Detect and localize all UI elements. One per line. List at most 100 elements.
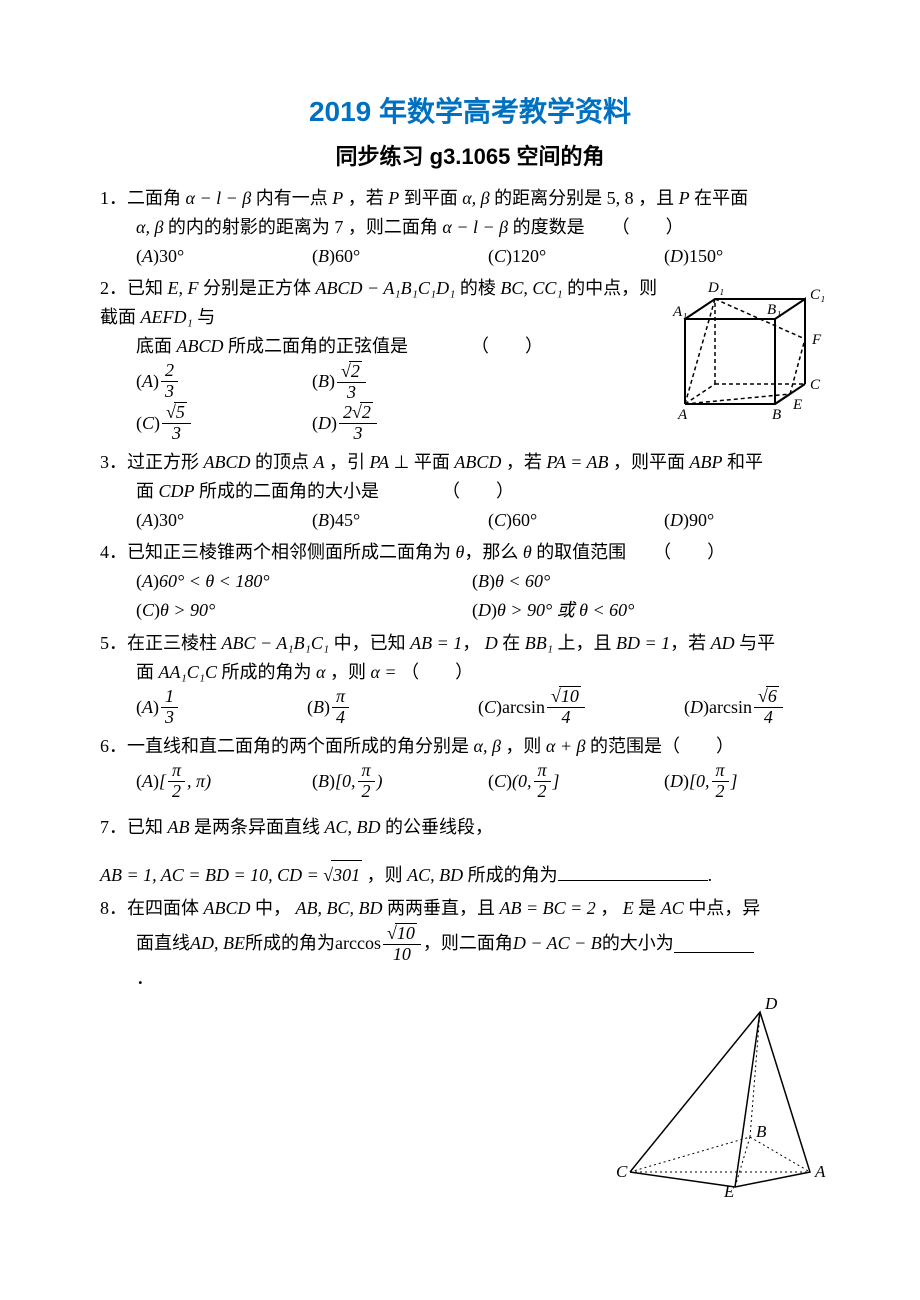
- q5-text: 面: [136, 662, 159, 682]
- q3-text: 平面: [414, 452, 455, 472]
- q1-nums: 5, 8: [607, 188, 634, 208]
- q5-bd1: BD = 1: [616, 633, 670, 653]
- q3-opt-B: (B) 45°: [312, 506, 472, 535]
- q2-text: 底面: [136, 336, 177, 356]
- q3-text: 面: [136, 481, 159, 501]
- tetra-diagram: D B C A E: [100, 997, 840, 1206]
- q5-text: 上，且: [553, 633, 616, 653]
- question-8: 8．在四面体 ABCD 中， AB, BC, BD 两两垂直，且 AB = BC…: [100, 894, 840, 993]
- sub-title: 同步练习 g3.1065 空间的角: [100, 139, 840, 174]
- q5-text: 5．在正三棱柱: [100, 633, 222, 653]
- q4-opt-B: (B) θ < 60°: [472, 567, 792, 596]
- lbl-A1: A₁: [672, 304, 687, 320]
- q5-D: D: [485, 633, 498, 653]
- q2-cube: ABCD − A₁B₁C₁D₁: [316, 278, 456, 298]
- q8-text: 是: [634, 898, 661, 918]
- q8-abcd: ABCD: [204, 898, 251, 918]
- q1-text: 的内的射影的距离为: [163, 217, 334, 237]
- q1-P: P: [332, 188, 343, 208]
- q1-text: 1．二面角: [100, 188, 186, 208]
- q3-abcd2: ABCD: [454, 452, 501, 472]
- q2-text: 2．已知: [100, 278, 168, 298]
- question-3: 3．过正方形 ABCD 的顶点 A ，引 PA ⊥ 平面 ABCD ，若 PA …: [100, 448, 840, 534]
- lbl-A: A: [814, 1162, 826, 1181]
- q2-opt-B: (B) √23: [312, 361, 472, 403]
- q5-opt-C: (C) arcsin√104: [478, 686, 668, 728]
- q3-text: ，引: [325, 452, 370, 472]
- q7-acbd: AC, BD: [325, 817, 381, 837]
- q7-AB: AB: [168, 817, 190, 837]
- q8-text: ，: [596, 898, 623, 918]
- q2-abcd: ABCD: [177, 336, 224, 356]
- q5-AD: AD: [711, 633, 735, 653]
- q2-edges: BC, CC₁: [500, 278, 562, 298]
- lbl-D1: D₁: [707, 280, 724, 296]
- q3-eq: PA = AB: [546, 452, 608, 472]
- q8-text: 所成的角为: [245, 929, 335, 958]
- lbl-B: B: [772, 407, 781, 423]
- lbl-C: C: [616, 1162, 628, 1181]
- lbl-D: D: [764, 997, 778, 1013]
- q5-opt-D: (D) arcsin√64: [684, 686, 785, 728]
- q2-text: 与: [193, 307, 216, 327]
- q3-text: 和平: [723, 452, 764, 472]
- q4-text: ，那么: [464, 542, 523, 562]
- q4-opt-D: (D) θ > 90° 或 θ < 60°: [472, 596, 792, 625]
- q2-EF: E, F: [168, 278, 199, 298]
- q1-P2: P: [388, 188, 399, 208]
- q8-text: 的大小为: [602, 929, 674, 958]
- q5-text: 与平: [735, 633, 776, 653]
- q8-text: 中点，异: [684, 898, 761, 918]
- q7-text: 的公垂线段，: [381, 817, 494, 837]
- q3-text: ，则平面: [609, 452, 690, 472]
- q3-text: 的顶点: [251, 452, 314, 472]
- q8-adbe: AD, BE: [190, 929, 245, 958]
- q1-text: ，则二面角: [343, 217, 442, 237]
- q1-expr2: α − l − β: [442, 217, 508, 237]
- q6-opt-B: (B) [0,π2): [312, 761, 472, 802]
- q5-text: ，若: [670, 633, 711, 653]
- q6-text: 6．一直线和直二面角的两个面所成的角分别是: [100, 736, 474, 756]
- q8-E: E: [623, 898, 634, 918]
- q1-opt-A: (A) 30°: [136, 242, 296, 271]
- q8-dacb: D − AC − B: [513, 929, 602, 958]
- q8-arccos: arccos: [335, 929, 381, 958]
- q8-AC: AC: [661, 898, 684, 918]
- q5-bb1: BB₁: [525, 633, 553, 653]
- q2-text: 分别是正方体: [199, 278, 316, 298]
- q7-eq: AB = 1, AC = BD = 10, CD =: [100, 865, 323, 885]
- question-4: 4．已知正三棱锥两个相邻侧面所成二面角为 θ，那么 θ 的取值范围 （ ） (A…: [100, 538, 840, 624]
- q7-blank: [558, 862, 708, 881]
- q7-text: ，则: [362, 865, 407, 885]
- question-5: 5．在正三棱柱 ABC − A₁B₁C₁ 中，已知 AB = 1， D 在 BB…: [100, 629, 840, 728]
- q8-trio: AB, BC, BD: [296, 898, 383, 918]
- q4-opt-A: (A) 60° < θ < 180°: [136, 567, 456, 596]
- q6-ab: α, β: [474, 736, 501, 756]
- q3-ABP: ABP: [690, 452, 723, 472]
- lbl-C1: C₁: [810, 287, 825, 303]
- q3-text: 所成的二面角的大小是: [195, 481, 380, 501]
- q3-abcd: ABCD: [204, 452, 251, 472]
- main-title: 2019 年数学高考教学资料: [100, 90, 840, 135]
- q8-eq: AB = BC = 2: [500, 898, 596, 918]
- q1-text: 的度数是: [508, 217, 585, 237]
- q8-text: ，则二面角: [423, 929, 513, 958]
- lbl-F: F: [811, 332, 822, 348]
- q1-opt-D: (D) 150°: [664, 242, 824, 271]
- q4-opt-C: (C) θ > 90°: [136, 596, 456, 625]
- q5-text: ，则: [325, 662, 370, 682]
- q5-text: 在: [498, 633, 525, 653]
- q6-sum: α + β: [546, 736, 586, 756]
- q5-face: AA₁C₁C: [159, 662, 218, 682]
- q1-opt-B: (B) 60°: [312, 242, 472, 271]
- q2-opt-A: (A) 23: [136, 361, 296, 403]
- q5-eq: α =: [370, 662, 401, 682]
- q6-text: 的范围是（ ）: [585, 736, 734, 756]
- question-1: 1．二面角 α − l − β 内有一点 P ，若 P 到平面 α, β 的距离…: [100, 184, 840, 270]
- q3-opt-A: (A) 30°: [136, 506, 296, 535]
- q8-text: 面直线: [136, 929, 190, 958]
- lbl-E: E: [792, 397, 802, 413]
- q6-opt-A: (A) [π2, π): [136, 761, 296, 802]
- q3-text: 3．过正方形: [100, 452, 204, 472]
- q3-CDP: CDP: [159, 481, 195, 501]
